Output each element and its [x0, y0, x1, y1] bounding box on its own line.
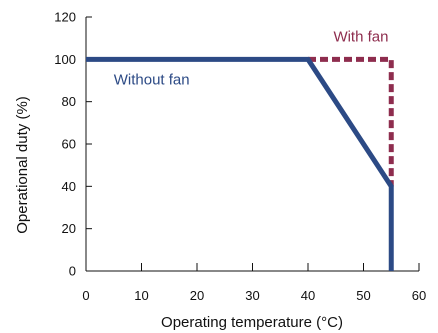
x-tick-label: 0 — [82, 288, 89, 303]
series-label-with-fan: With fan — [333, 28, 388, 45]
axes: 0 20 40 60 80 100 120 0 10 20 30 40 50 60 — [54, 10, 426, 304]
x-axis-title: Operating temperature (°C) — [161, 314, 343, 331]
y-axis-title: Operational duty (%) — [14, 96, 31, 234]
y-tick-label: 100 — [54, 52, 76, 67]
x-tick-label: 60 — [412, 288, 426, 303]
series-label-without-fan: Without fan — [114, 72, 190, 89]
x-tick-label: 10 — [134, 288, 148, 303]
series-line-without-fan — [86, 56, 394, 271]
series-lines — [86, 56, 394, 271]
y-tick-label: 20 — [62, 221, 76, 236]
x-tick-label: 20 — [190, 288, 204, 303]
y-tick-label: 60 — [62, 137, 76, 152]
y-tick-label: 40 — [62, 179, 76, 194]
y-tick-label: 120 — [54, 10, 76, 25]
y-tick-label: 0 — [69, 264, 76, 279]
x-tick-label: 50 — [356, 288, 370, 303]
x-tick-label: 30 — [245, 288, 259, 303]
series-labels: Without fan With fan — [114, 28, 389, 88]
series-line-with-fan — [308, 56, 394, 187]
x-tick-label: 40 — [301, 288, 315, 303]
y-tick-label: 80 — [62, 94, 76, 109]
